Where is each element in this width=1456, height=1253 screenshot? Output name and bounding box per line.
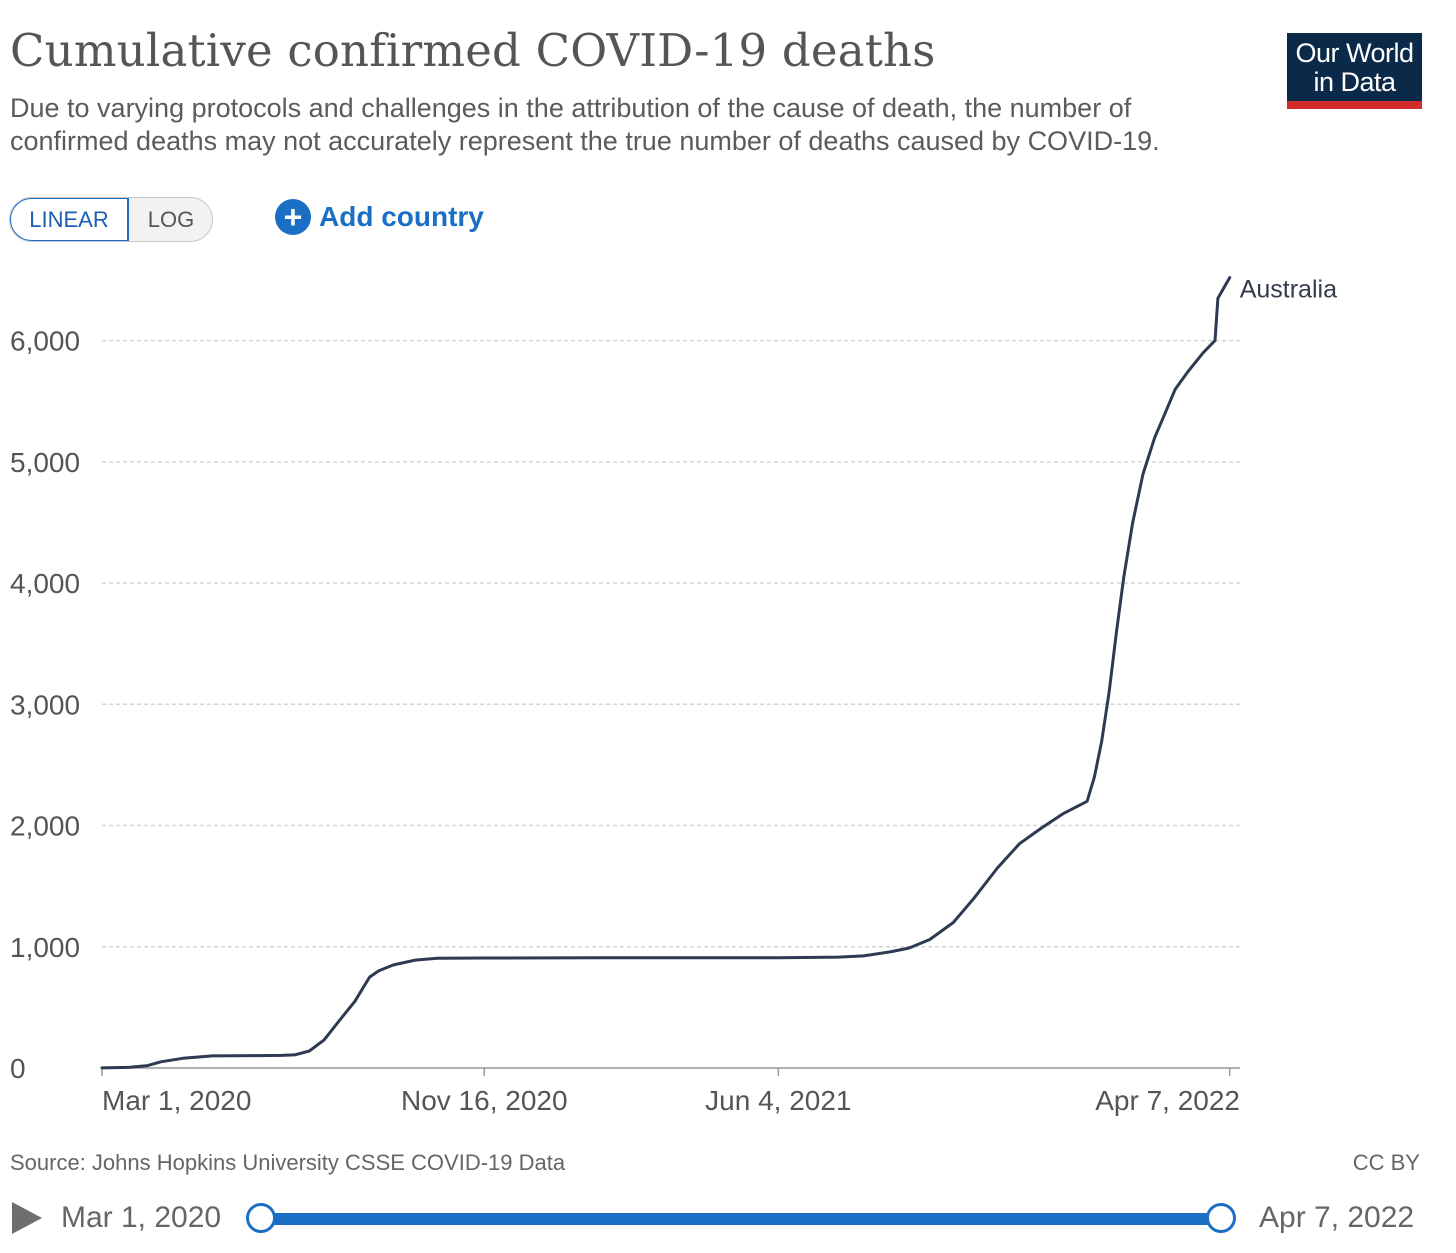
timeline: Mar 1, 2020 Apr 7, 2022 bbox=[0, 1195, 1456, 1245]
x-axis: Mar 1, 2020 Nov 16, 2020 Jun 4, 2021 Apr 7,… bbox=[101, 1067, 1240, 1116]
grid-lines bbox=[102, 339, 1240, 948]
play-icon[interactable] bbox=[12, 1202, 42, 1234]
logo-line-2: in Data bbox=[1313, 67, 1396, 97]
y-tick-label: 3,000 bbox=[10, 689, 80, 720]
y-tick-label: 0 bbox=[10, 1053, 26, 1084]
series-line-australia bbox=[100, 276, 1232, 1070]
log-scale-button[interactable]: LOG bbox=[147, 207, 195, 232]
scale-toggle: LINEAR LOG bbox=[9, 197, 213, 242]
series-layer: Australia bbox=[100, 276, 1337, 1070]
timeline-end-label: Apr 7, 2022 bbox=[1259, 1201, 1415, 1234]
source-note[interactable]: Source: Johns Hopkins University CSSE CO… bbox=[10, 1150, 566, 1175]
y-tick-label: 1,000 bbox=[10, 932, 80, 963]
y-tick-label: 4,000 bbox=[10, 568, 80, 599]
timeline-end-handle[interactable] bbox=[1206, 1203, 1236, 1233]
chart-subtitle: Due to varying protocols and challenges … bbox=[10, 93, 1160, 156]
line-chart: 0 1,000 2,000 3,000 4,000 5,000 6,000 Mar 1, 2… bbox=[10, 276, 1337, 1116]
y-tick-label: 5,000 bbox=[10, 447, 80, 478]
x-tick-label: Jun 4, 2021 bbox=[705, 1085, 851, 1116]
x-tick-label: Apr 7, 2022 bbox=[1095, 1085, 1240, 1116]
timeline-start-handle[interactable] bbox=[246, 1203, 276, 1233]
y-tick-label: 2,000 bbox=[10, 811, 80, 842]
chart-title: Cumulative confirmed COVID-19 deaths bbox=[10, 24, 936, 77]
x-tick-label: Nov 16, 2020 bbox=[401, 1085, 568, 1116]
license-label[interactable]: CC BY bbox=[1352, 1150, 1420, 1175]
timeline-track[interactable] bbox=[262, 1213, 1222, 1225]
x-tick-label: Mar 1, 2020 bbox=[102, 1085, 251, 1116]
series-label: Australia bbox=[1240, 276, 1337, 304]
add-country-label: Add country bbox=[319, 201, 484, 232]
linear-scale-button[interactable]: LINEAR bbox=[10, 198, 129, 241]
owid-logo[interactable]: Our World in Data bbox=[1287, 33, 1422, 109]
logo-line-1: Our World bbox=[1295, 38, 1414, 68]
add-country-button[interactable]: + Add country bbox=[275, 198, 484, 236]
y-axis-ticks: 0 1,000 2,000 3,000 4,000 5,000 6,000 bbox=[10, 326, 80, 1084]
timeline-start-label: Mar 1, 2020 bbox=[61, 1201, 222, 1234]
plus-circle-icon: + bbox=[275, 199, 311, 235]
y-tick-label: 6,000 bbox=[10, 326, 80, 357]
